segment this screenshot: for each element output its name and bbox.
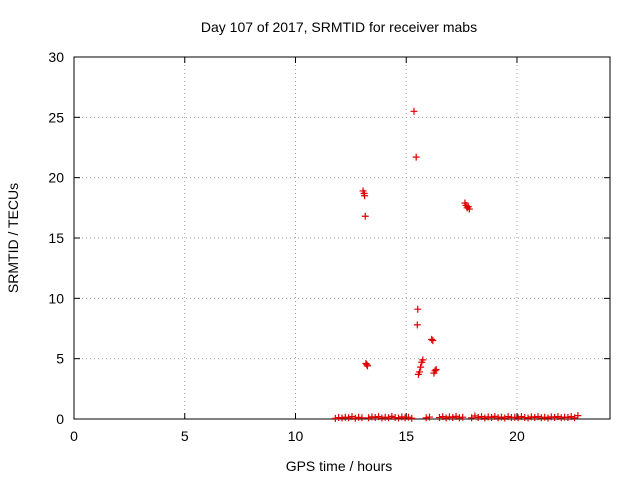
data-point [381, 413, 389, 421]
y-tick-label: 30 [48, 49, 64, 65]
data-point [554, 413, 562, 421]
data-point [368, 413, 376, 421]
data-point [365, 414, 373, 422]
data-point [338, 414, 346, 422]
data-point [524, 414, 532, 422]
data-point [501, 414, 509, 422]
data-point [471, 412, 479, 420]
data-point [537, 414, 545, 422]
data-point [567, 413, 575, 421]
x-tick-label: 5 [181, 428, 189, 444]
data-point [449, 414, 457, 422]
x-tick-label: 20 [509, 428, 525, 444]
data-point [544, 414, 552, 422]
data-point [363, 361, 371, 369]
data-point [341, 413, 349, 421]
data-point [514, 414, 522, 422]
x-axis-label: GPS time / hours [286, 458, 393, 474]
y-axis-label: SRMTID / TECUs [5, 183, 21, 293]
y-tick-label: 5 [56, 351, 64, 367]
data-point [422, 414, 430, 422]
data-point [517, 413, 525, 421]
data-point [408, 414, 416, 422]
data-point [358, 414, 366, 422]
data-point [345, 414, 353, 422]
data-point [557, 414, 565, 422]
data-point [504, 413, 512, 421]
data-point [378, 414, 386, 422]
data-point [534, 413, 542, 421]
data-point [388, 412, 396, 420]
data-point [375, 413, 383, 421]
data-point [419, 356, 427, 364]
data-point [488, 414, 496, 422]
data-point [417, 363, 425, 371]
data-point [484, 413, 492, 421]
data-point [468, 414, 476, 422]
data-point [478, 413, 486, 421]
x-tick-label: 15 [398, 428, 414, 444]
y-tick-label: 15 [48, 230, 64, 246]
x-tick-label: 0 [70, 428, 78, 444]
data-point [551, 414, 559, 422]
grid-lines [74, 57, 610, 419]
y-tick-label: 20 [48, 170, 64, 186]
data-point [439, 413, 447, 421]
data-point [413, 321, 421, 329]
data-point [401, 414, 409, 422]
y-tick-label: 10 [48, 290, 64, 306]
data-point [465, 205, 473, 213]
data-point [398, 413, 406, 421]
data-point [348, 413, 356, 421]
data-point [474, 414, 482, 422]
data-point [432, 366, 440, 374]
data-point [361, 212, 369, 220]
x-tick-labels: 0 5 10 15 20 [70, 428, 525, 444]
x-tick-label: 10 [288, 428, 304, 444]
data-point [414, 305, 422, 313]
chart-title: Day 107 of 2017, SRMTID for receiver mab… [201, 19, 477, 35]
y-tick-label: 0 [56, 411, 64, 427]
data-point [491, 412, 499, 420]
data-point [547, 413, 555, 421]
y-tick-labels: 0 5 10 15 20 25 30 [48, 49, 64, 427]
data-point [385, 414, 393, 422]
data-point [452, 412, 460, 420]
data-point [527, 413, 535, 421]
data-point [363, 362, 371, 370]
data-point [412, 153, 420, 161]
data-point [442, 414, 450, 422]
data-point [564, 414, 572, 422]
data-point [428, 335, 436, 343]
y-tick-label: 25 [48, 109, 64, 125]
data-point [459, 413, 467, 421]
data-point [574, 412, 582, 420]
data-point [361, 192, 369, 200]
data-point [481, 414, 489, 422]
data-point [445, 413, 453, 421]
data-point [455, 414, 463, 422]
data-point [435, 414, 443, 422]
data-points [331, 107, 582, 422]
data-point [541, 413, 549, 421]
data-point [497, 413, 505, 421]
data-point [331, 414, 339, 422]
data-point [511, 413, 519, 421]
data-point [394, 414, 402, 422]
data-point [431, 367, 439, 375]
data-point [410, 107, 418, 115]
data-point [425, 413, 433, 421]
data-point [429, 337, 437, 345]
data-point [494, 414, 502, 422]
data-point [416, 368, 424, 376]
data-point [404, 413, 412, 421]
data-point [351, 414, 359, 422]
data-point [531, 414, 539, 422]
data-point [371, 414, 379, 422]
